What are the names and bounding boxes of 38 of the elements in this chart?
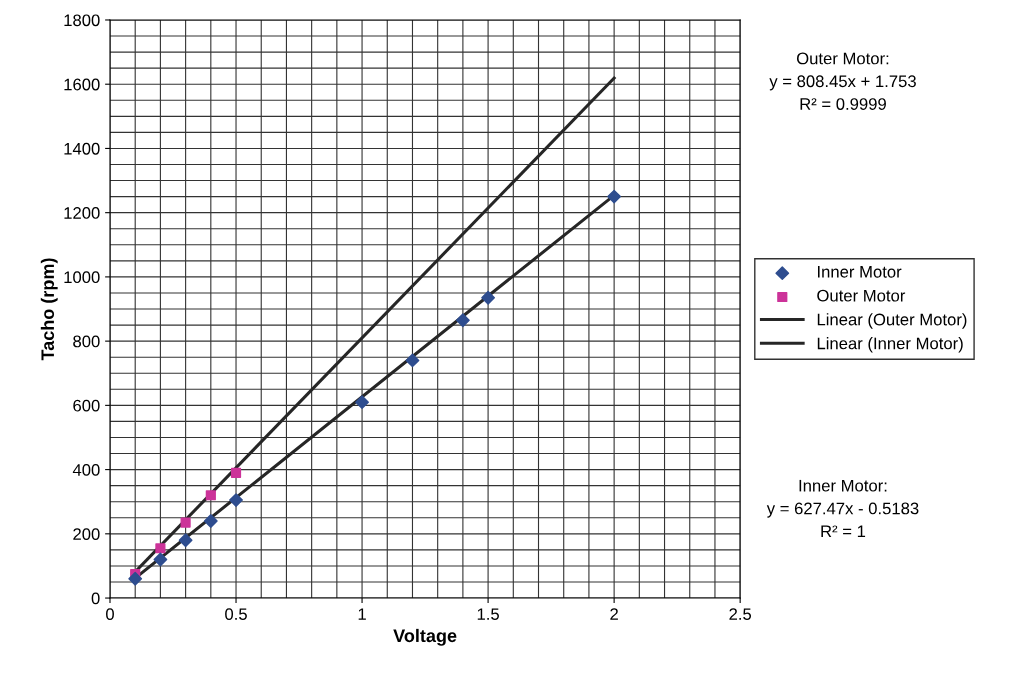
point — [153, 552, 168, 567]
point — [481, 290, 496, 305]
y-tick-label: 400 — [72, 463, 100, 476]
y-tick-label: 1600 — [64, 78, 100, 91]
point — [229, 493, 243, 508]
y-tick-label: 800 — [73, 335, 100, 348]
x-tick-label: 1 — [358, 608, 366, 620]
legend-label: Inner Motor — [818, 266, 902, 278]
y-axis-title: Tacho (rpm) — [40, 258, 58, 361]
y-tick-label: 1800 — [64, 14, 100, 27]
point — [128, 571, 143, 586]
x-tick-label: 1.5 — [477, 608, 499, 621]
legend-label: Linear (Outer Motor) — [817, 313, 967, 329]
legend-label: Linear (Inner Motor) — [817, 337, 963, 353]
y-tick-label: 0 — [91, 592, 100, 605]
text: Inner Motor: y = 627.47x - 0.5183 R² = 1 — [766, 479, 919, 537]
point — [205, 490, 216, 501]
point — [155, 543, 166, 554]
legend-label: Outer Motor — [817, 289, 906, 302]
x-axis-title: Voltage — [393, 628, 457, 646]
point — [230, 467, 242, 478]
x-tick-label: 2.5 — [729, 608, 752, 621]
y-tick-label: 200 — [73, 528, 100, 541]
point — [405, 353, 420, 368]
point — [203, 514, 218, 528]
y-tick-label: 1000 — [64, 271, 100, 284]
point — [607, 189, 622, 204]
y-tick-label: 1400 — [64, 142, 100, 155]
text: Outer Motor: y = 808.45x + 1.753 R² = 0.9999 — [769, 52, 916, 110]
y-tick-label: 1200 — [64, 207, 100, 219]
x-tick-label: 2 — [610, 608, 618, 620]
x-tick-label: 0 — [106, 608, 114, 621]
point — [455, 313, 470, 328]
point — [355, 395, 369, 410]
point — [180, 517, 191, 528]
x-tick-label: 0.5 — [225, 608, 247, 621]
y-tick-label: 600 — [73, 399, 100, 412]
point — [178, 533, 193, 548]
